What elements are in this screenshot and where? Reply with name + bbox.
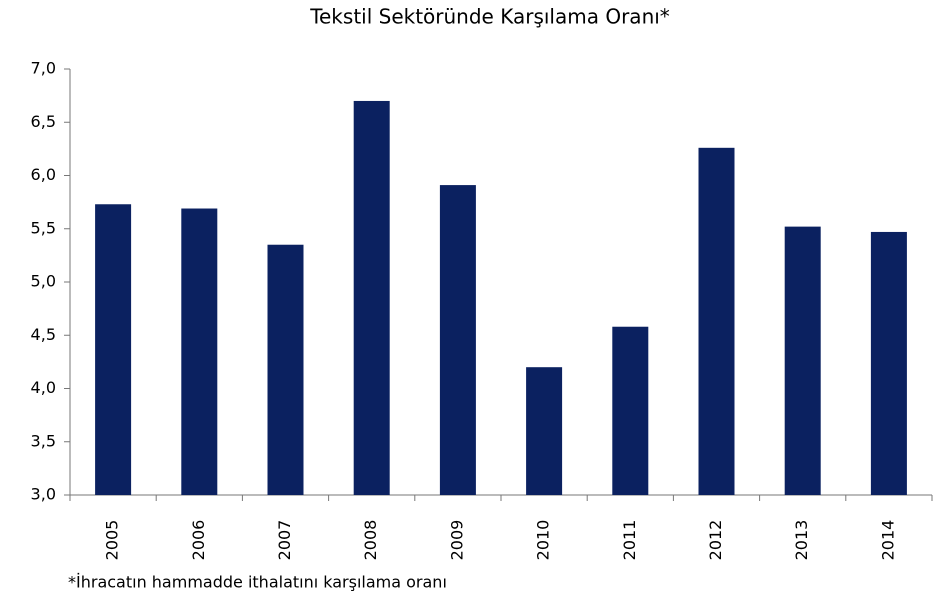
x-tick-label: 2005 <box>103 520 122 561</box>
y-tick-label: 3,5 <box>31 431 56 450</box>
y-tick-label: 4,5 <box>31 325 56 344</box>
bar <box>353 100 390 495</box>
bar <box>181 208 218 495</box>
bar <box>526 367 563 495</box>
y-tick-label: 7,0 <box>31 59 56 78</box>
bar <box>95 204 132 495</box>
x-tick-label: 2010 <box>534 520 553 561</box>
x-tick-label: 2014 <box>878 520 897 561</box>
y-tick-label: 6,5 <box>31 112 56 131</box>
y-tick-label: 4,0 <box>31 378 56 397</box>
x-tick-label: 2006 <box>189 520 208 561</box>
x-tick-label: 2007 <box>275 520 294 561</box>
x-tick-label: 2011 <box>620 520 639 561</box>
bar <box>870 231 907 495</box>
chart-title: Tekstil Sektöründe Karşılama Oranı* <box>309 5 670 29</box>
x-tick-label: 2009 <box>447 520 466 561</box>
x-tick-label: 2012 <box>706 520 725 561</box>
y-tick-label: 5,5 <box>31 218 56 237</box>
y-tick-label: 6,0 <box>31 165 56 184</box>
x-tick-label: 2013 <box>792 520 811 561</box>
footnote: *İhracatın hammadde ithalatını karşılama… <box>68 573 447 592</box>
y-tick-label: 5,0 <box>31 272 56 291</box>
bar <box>698 147 735 495</box>
bar <box>784 226 821 495</box>
x-tick-label: 2008 <box>361 520 380 561</box>
bar <box>267 244 304 495</box>
y-tick-label: 3,0 <box>31 485 56 504</box>
bar <box>439 185 476 495</box>
bar <box>612 326 649 495</box>
